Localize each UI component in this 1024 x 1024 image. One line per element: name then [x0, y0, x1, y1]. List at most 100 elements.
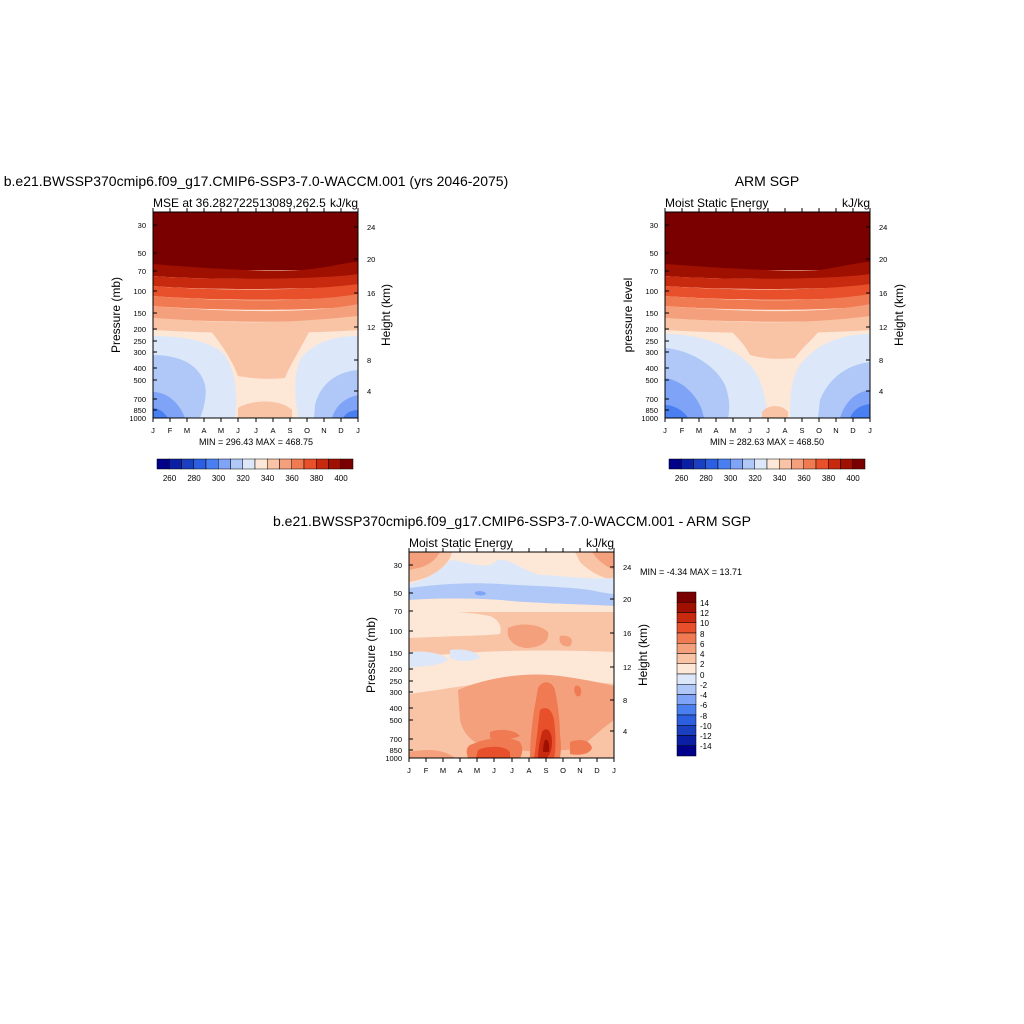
- panel-a-colorbar-label: 320: [236, 474, 250, 483]
- panel-c-colorbar-swatch: [676, 591, 697, 603]
- panel-b-colorbar-labels: 260 280 300 320 340 360 380 400: [675, 474, 860, 483]
- panel-c-colorbar-swatch: [676, 653, 697, 664]
- panel-c-ytick-label: 200: [389, 665, 402, 674]
- panel-c-subtitle-left: Moist Static Energy: [409, 536, 512, 550]
- panel-c-ylabel-right: Height (km): [636, 624, 650, 686]
- panel-b-xtick-label: N: [833, 426, 838, 435]
- panel-a-colorbar-label: 280: [187, 474, 201, 483]
- panel-c-colorbar-labels: 14 12 10 8 6 4 2 0 -2 -4 -6 -8 -10 -12 -…: [700, 599, 712, 751]
- panel-b-colorbar-swatch: [693, 458, 706, 470]
- panel-a-colorbar-swatch: [156, 458, 170, 470]
- panel-b-ytick-label: 150: [645, 309, 658, 318]
- panel-c-xtick-label: J: [492, 766, 496, 775]
- panel-b-xtick-label: M: [696, 426, 702, 435]
- panel-c-contour-field: [409, 552, 614, 758]
- panel-difference-mse: b.e21.BWSSP370cmip6.f09_g17.CMIP6-SSP3-7…: [273, 513, 751, 775]
- panel-b-ytick-label: 70: [650, 267, 658, 276]
- panel-b-xtick-label: M: [730, 426, 736, 435]
- panel-a-colorbar-swatch: [340, 458, 354, 470]
- panel-b-xtick-label: F: [680, 426, 685, 435]
- panel-b-ytick-label: 200: [645, 325, 658, 334]
- panel-c-ytick-right-label: 24: [623, 563, 631, 572]
- panel-c-colorbar-swatch: [676, 673, 697, 685]
- panel-b-ytick-label: 700: [645, 395, 658, 404]
- panel-b-xtick-label: S: [799, 426, 804, 435]
- panel-b-xtick-label: A: [713, 426, 718, 435]
- panel-a-colorbar-swatch: [254, 458, 268, 470]
- panel-c-ytick-label: 250: [389, 677, 402, 686]
- panel-a-colorbar-swatch: [230, 458, 243, 470]
- panel-c-colorbar-label: 8: [700, 630, 705, 639]
- panel-b-colorbar-swatch: [852, 458, 866, 470]
- panel-c-colorbar-swatch: [676, 602, 697, 613]
- panel-a-colorbar-labels: 260 280 300 320 340 360 380 400: [163, 474, 348, 483]
- panel-b-xtick-label: J: [663, 426, 667, 435]
- panel-b-colorbar-swatch: [803, 458, 817, 470]
- panel-a-ytick-label: 300: [133, 348, 146, 357]
- panel-a-colorbar-label: 260: [163, 474, 177, 483]
- panel-b-colorbar-label: 340: [773, 474, 787, 483]
- panel-c-colorbar: [676, 591, 697, 757]
- panel-a-xtick-label: A: [270, 426, 275, 435]
- panel-c-xtick-label: F: [424, 766, 429, 775]
- panel-a-xtick-label: S: [287, 426, 292, 435]
- panel-c-ytick-label: 500: [389, 716, 402, 725]
- panel-b-ytick-label: 1000: [641, 414, 658, 423]
- panel-a-colorbar-swatch: [181, 458, 194, 470]
- panel-b-colorbar-label: 280: [699, 474, 713, 483]
- panel-c-xtick-label: J: [510, 766, 514, 775]
- panel-c-colorbar-swatch: [676, 725, 697, 736]
- panel-c-colorbar-swatch: [676, 735, 697, 746]
- panel-c-xtick-label: O: [560, 766, 566, 775]
- panel-c-xtick-label: J: [407, 766, 411, 775]
- panel-a-xtick-label: A: [201, 426, 206, 435]
- panel-c-ytick-right-label: 16: [623, 629, 631, 638]
- panel-c-colorbar-swatch: [676, 632, 697, 644]
- panel-b-colorbar-label: 400: [846, 474, 860, 483]
- panel-b-ytick-label: 100: [645, 287, 658, 296]
- panel-c-colorbar-swatch: [676, 663, 697, 675]
- panel-c-min-max: MIN = -4.34 MAX = 13.71: [640, 567, 742, 577]
- panel-b-ytick-right-label: 4: [879, 387, 883, 396]
- panel-a-ytick-right-label: 8: [367, 356, 371, 365]
- panel-b-colorbar-label: 360: [797, 474, 811, 483]
- panel-c-xtick-label: M: [440, 766, 446, 775]
- panel-a-ytick-label: 500: [133, 376, 146, 385]
- panel-b-colorbar: [668, 458, 866, 470]
- panel-a-colorbar-swatch: [267, 458, 280, 470]
- panel-a-xtick-label: N: [321, 426, 326, 435]
- panel-b-xtick-label: J: [748, 426, 752, 435]
- panel-c-ytick-right-label: 20: [623, 595, 631, 604]
- panel-b-colorbar-swatch: [705, 458, 719, 470]
- panel-c-colorbar-label: -2: [700, 681, 708, 690]
- panel-a-colorbar-label: 400: [334, 474, 348, 483]
- panel-c-ytick-label: 1000: [385, 754, 402, 763]
- panel-a-yticks-right: 24 20 16 12 8 4: [354, 223, 375, 396]
- panel-a-ytick-label: 30: [138, 221, 146, 230]
- panel-c-xtick-label: A: [457, 766, 462, 775]
- panel-c-xtick-label: J: [612, 766, 616, 775]
- panel-a-ytick-right-label: 16: [367, 289, 375, 298]
- panel-b-xtick-label: A: [782, 426, 787, 435]
- panel-c-colorbar-label: -4: [700, 691, 708, 700]
- panel-c-ytick-label: 100: [389, 627, 402, 636]
- panel-c-colorbar-swatch: [676, 694, 697, 705]
- panel-a-ytick-label: 150: [133, 309, 146, 318]
- panel-a-ytick-label: 850: [133, 406, 146, 415]
- panel-a-colorbar-label: 380: [310, 474, 324, 483]
- panel-a-ytick-label: 50: [138, 249, 146, 258]
- panel-c-ytick-label: 150: [389, 649, 402, 658]
- panel-b-colorbar-swatch: [742, 458, 755, 470]
- panel-c-subtitle-right: kJ/kg: [586, 536, 614, 550]
- panel-a-ytick-right-label: 24: [367, 223, 375, 232]
- panel-c-xtick-label: M: [474, 766, 480, 775]
- panel-c-colorbar-label: -10: [700, 722, 712, 731]
- panel-c-colorbar-label: 14: [700, 599, 709, 608]
- panel-a-colorbar-swatch: [279, 458, 292, 470]
- panel-c-colorbar-label: 6: [700, 640, 705, 649]
- panel-b-xtick-label: J: [868, 426, 872, 435]
- panel-c-colorbar-label: 2: [700, 660, 705, 669]
- panel-a-colorbar-swatch: [193, 458, 207, 470]
- panel-a-ytick-label: 1000: [129, 414, 146, 423]
